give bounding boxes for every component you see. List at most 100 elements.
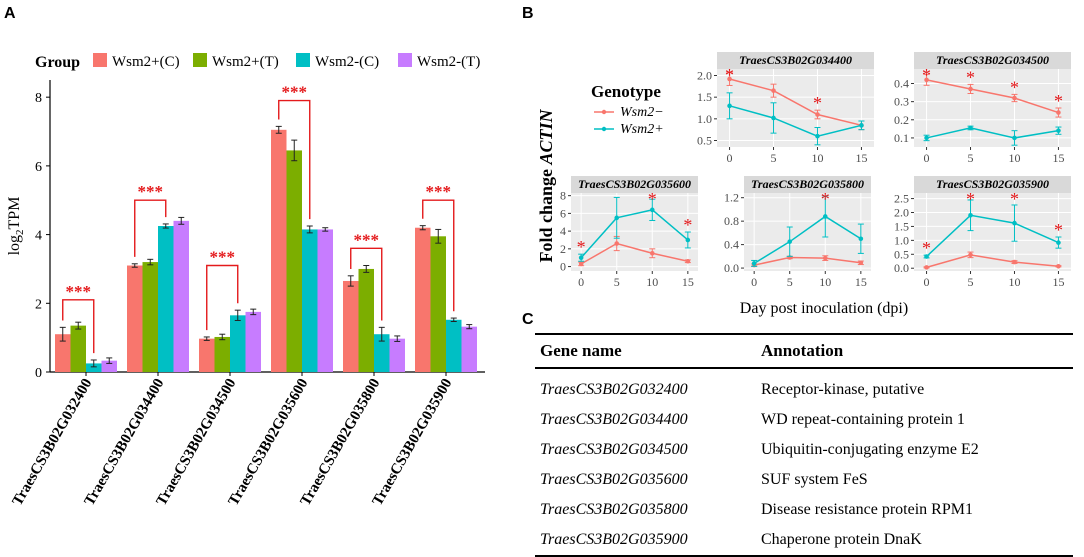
y-tick-label: 1.2 [724, 191, 739, 205]
data-point [614, 241, 620, 246]
header-gene-name: Gene name [540, 341, 622, 360]
data-point [1056, 110, 1061, 115]
bar-y-tick-label: 4 [35, 229, 42, 244]
data-point [771, 88, 776, 93]
gene-name-cell: TraesCS3B02G032400 [540, 381, 688, 398]
table-header: Gene name Annotation [535, 335, 1073, 367]
bar-0-1 [70, 325, 86, 372]
bar-2-3 [245, 311, 261, 372]
series-line-wsm2-minus [754, 256, 861, 266]
facet-strip [914, 176, 1071, 193]
significance-star: * [813, 93, 822, 113]
data-point [685, 237, 691, 243]
data-point [1056, 128, 1061, 133]
significance-stars: *** [66, 282, 92, 301]
significance-bracket [134, 199, 167, 257]
data-point [924, 77, 929, 83]
y-tick-label: 1.0 [894, 233, 909, 247]
x-tick-label: 5 [614, 275, 620, 289]
data-point [727, 103, 732, 109]
bar-5-1 [430, 236, 446, 372]
legend-swatch-3 [398, 53, 412, 67]
bar-5-2 [446, 319, 462, 372]
figure-canvas: A B C Group Wsm2+(C) Wsm2+(T) Wsm2-(C) Wsm2… [4, 5, 1071, 509]
y-tick-label: 0.4 [724, 238, 739, 252]
annotation-cell: WD repeat-containing protein 1 [761, 411, 965, 428]
series-line-wsm2-plus [580, 209, 689, 259]
significance-star: * [577, 237, 586, 257]
series-line-wsm2-plus [753, 215, 862, 265]
legend-swatch-0 [93, 53, 107, 67]
significance-star: * [725, 65, 734, 85]
significance-stars: *** [282, 83, 308, 102]
annotation-cell: Chaperone protein DnaK [761, 531, 922, 548]
x-tick-label: 0 [727, 151, 733, 165]
bar-4-2 [374, 334, 390, 372]
legend-label-2: Wsm2-(C) [315, 54, 379, 70]
series-line-wsm2-plus [926, 214, 1059, 258]
data-point [578, 261, 584, 267]
gene-name-cell: TraesCS3B02G034400 [540, 411, 688, 428]
gene-name-cell: TraesCS3B02G035800 [540, 501, 688, 518]
facet-3: TraesCS3B02G035800 0.0 0.4 0.8 1.2 0 5 10 15 * [724, 176, 871, 289]
bar-5-0 [415, 227, 431, 372]
bar-x-tick-label: TraesCS3B02G034400 [82, 376, 168, 509]
significance-star: * [1054, 91, 1063, 111]
data-point [649, 250, 655, 256]
legend-label-1: Wsm2+(T) [212, 54, 279, 70]
bar-1-2 [158, 226, 174, 372]
y-tick-label: 2.0 [894, 206, 909, 220]
significance-star: * [821, 189, 830, 209]
y-tick-label: 1.0 [697, 112, 712, 126]
facet-title: TraesCS3B02G035900 [936, 177, 1049, 191]
panel-label-b: B [522, 5, 534, 22]
significance-bracket [422, 199, 455, 312]
y-tick-label: 0.8 [724, 214, 739, 228]
bar-x-tick-label: TraesCS3B02G035800 [298, 376, 384, 509]
bar-3-0 [271, 129, 287, 372]
annotation-cell: Ubiquitin-conjugating enzyme E2 [761, 441, 979, 458]
facet-1: TraesCS3B02G034500 0.1 0.2 0.3 0.4 0 5 10 15 * * * * [894, 52, 1071, 165]
line-legend-title: Genotype [591, 82, 661, 101]
series-line-wsm2-plus [729, 105, 862, 137]
table-row: TraesCS3B02G034400 WD repeat-containing p… [535, 405, 1073, 435]
data-point [822, 214, 828, 219]
significance-star: * [966, 189, 975, 209]
x-tick-label: 0 [924, 151, 930, 165]
y-tick-label: 0 [560, 260, 566, 274]
data-point [968, 86, 973, 92]
facet-panel [914, 193, 1071, 271]
bar-x-tick-label: TraesCS3B02G034500 [154, 376, 240, 509]
facet-title: TraesCS3B02G035800 [751, 177, 864, 191]
significance-stars: *** [354, 230, 380, 249]
bar-1-0 [127, 265, 143, 372]
y-tick-label: 1.5 [697, 90, 712, 104]
bar-y-axis-label: log2TPM [6, 197, 26, 256]
series-line-wsm2-minus [580, 242, 689, 265]
data-point [771, 115, 776, 121]
significance-star: * [922, 238, 931, 258]
panel-label-a: A [4, 5, 16, 22]
x-tick-label: 0 [751, 275, 757, 289]
data-point [1012, 220, 1017, 226]
y-tick-label: 4 [560, 224, 566, 238]
bar-y-tick-label: 8 [35, 91, 42, 106]
y-tick-label: 0.0 [894, 261, 909, 275]
data-point [968, 125, 973, 131]
significance-star: * [648, 189, 657, 209]
legend-dot-wsm2-minus [601, 109, 607, 115]
data-point [815, 133, 820, 139]
legend-label-wsm2-plus: Wsm2+ [620, 122, 664, 137]
y-tick-label: 2.0 [697, 69, 712, 83]
y-tick-label: 2 [560, 242, 566, 256]
series-line-wsm2-minus [926, 254, 1059, 269]
facet-strip [717, 52, 874, 69]
bar-4-3 [389, 338, 405, 372]
data-point [815, 112, 820, 117]
y-tick-label: 0.1 [894, 131, 909, 145]
facet-title: TraesCS3B02G034400 [739, 53, 852, 67]
bar-3-3 [317, 229, 333, 372]
facet-panel [717, 69, 874, 147]
bar-x-tick-label: TraesCS3B02G032400 [10, 376, 96, 509]
